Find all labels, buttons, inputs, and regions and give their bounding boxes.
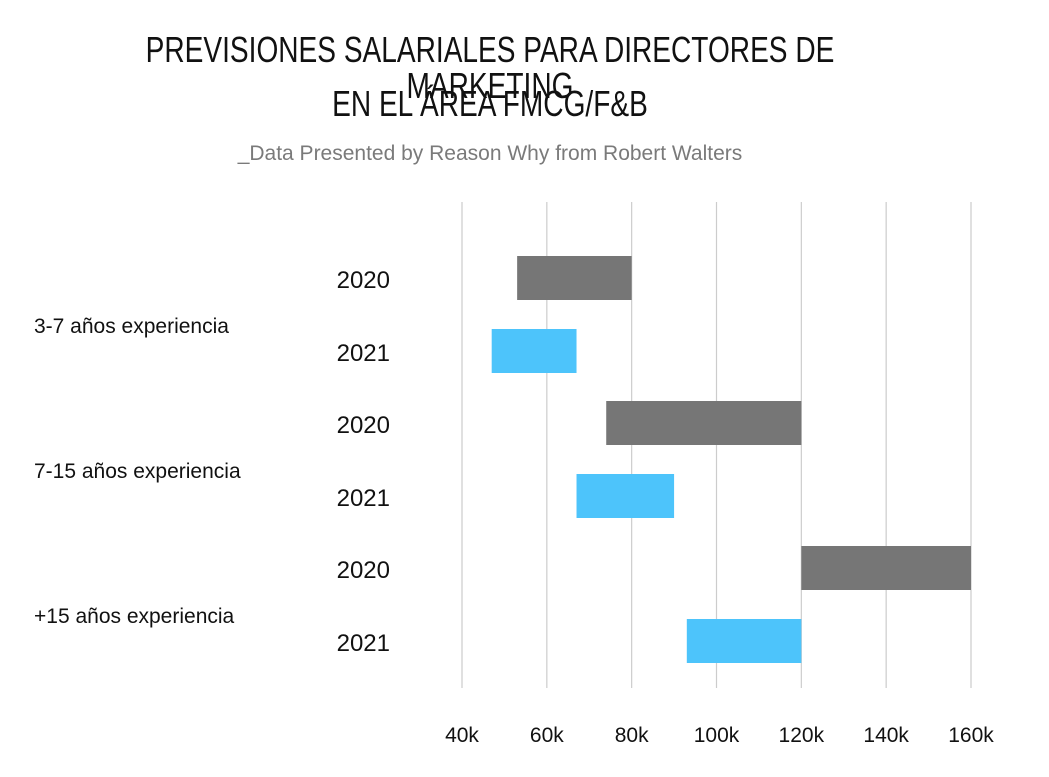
bar-1-2021: [576, 474, 675, 518]
year-label: 2021: [337, 630, 390, 657]
bar-2-2020: [801, 546, 971, 590]
chart-title-line1: PREVISIONES SALARIALES PARA DIRECTORES D…: [145, 29, 835, 106]
chart-title-line2: EN EL ÁREA FMCG/F&B: [332, 83, 648, 124]
year-label: 2020: [337, 267, 390, 294]
group-label-0: 3-7 años experiencia: [34, 315, 229, 338]
bar-0-2021: [491, 329, 577, 373]
year-label: 2020: [337, 412, 390, 439]
group-label-1: 7-15 años experiencia: [34, 460, 241, 483]
year-label: 2021: [337, 340, 390, 367]
bar-0-2020: [517, 256, 632, 300]
x-tick-label: 40k: [445, 724, 479, 747]
year-label: 2020: [337, 557, 390, 584]
bar-1-2020: [606, 401, 802, 445]
x-tick-label: 140k: [863, 724, 909, 747]
x-tick-label: 120k: [779, 724, 825, 747]
chart-subtitle: _Data Presented by Reason Why from Rober…: [237, 142, 743, 165]
x-tick-label: 60k: [530, 724, 564, 747]
x-tick-label: 160k: [948, 724, 994, 747]
year-label: 2021: [337, 485, 390, 512]
bars: [491, 256, 971, 663]
x-tick-label: 100k: [694, 724, 740, 747]
bar-2-2021: [686, 619, 802, 663]
group-label-2: +15 años experiencia: [34, 605, 235, 628]
labels: 40k 60k 80k 100k 120k 140k 160k 2020 2021 3-7 año…: [34, 267, 994, 747]
x-tick-label: 80k: [615, 724, 649, 747]
